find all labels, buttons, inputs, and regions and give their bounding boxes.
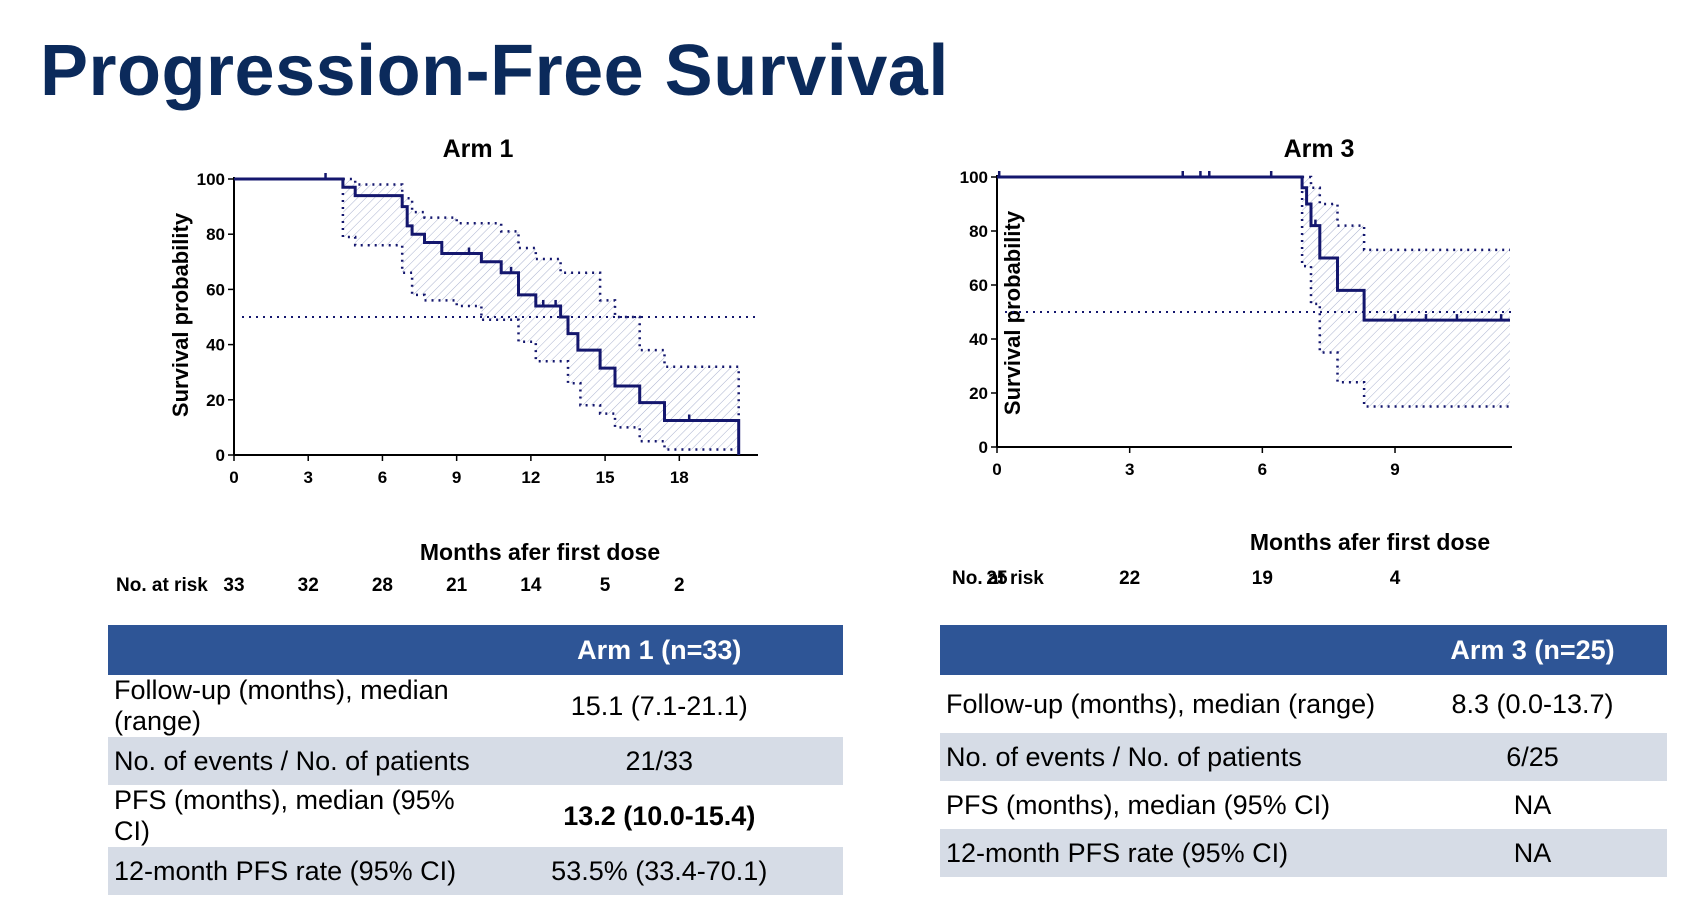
summary-table-arm3: Arm 3 (n=25) Follow-up (months), median … [940,625,1667,877]
at-risk-count: 33 [223,575,245,596]
x-tick-label: 3 [303,468,312,487]
y-tick-label: 100 [197,170,225,189]
row-label: 12-month PFS rate (95% CI) [108,847,476,895]
y-tick-label: 40 [969,330,988,349]
row-value: NA [1513,789,1552,820]
row-value: 53.5% (33.4-70.1) [475,847,843,895]
y-tick-label: 80 [969,222,988,241]
x-tick-label: 6 [1258,460,1267,479]
at-risk-count: 32 [297,575,319,596]
row-label: Follow-up (months), median (range) [946,688,1376,719]
table-row: PFS (months), median (95% CI) 13.2 (10.0… [108,785,843,847]
row-label: No. of events / No. of patients [940,733,1398,781]
at-risk-count: 14 [520,575,542,596]
row-label: No. of events / No. of patients [108,737,476,785]
at-risk-count: 21 [446,575,468,596]
row-value: 8.3 (0.0-13.7) [1451,688,1614,719]
ci-band [1302,177,1510,407]
row-label: PFS (months), median (95% CI) [114,785,455,846]
y-tick-label: 40 [206,336,225,355]
row-label: Follow-up (months), median (range) [114,675,449,736]
table-row: Follow-up (months), median (range) 15.1 … [108,675,843,737]
at-risk-label: No. at risk [952,568,1044,589]
y-tick-label: 80 [206,225,225,244]
table-row: PFS (months), median (95% CI) NA [940,781,1667,829]
at-risk-row-arm3: No. at risk 25 22 19 4 [952,568,1652,598]
x-tick-label: 12 [521,468,540,487]
at-risk-count: 22 [1119,568,1141,589]
table-header-blank [108,625,476,675]
ci-band [342,179,739,455]
at-risk-count: 2 [674,575,685,596]
table-row: Follow-up (months), median (range) 8.3 (… [940,675,1667,733]
x-tick-label: 9 [452,468,461,487]
row-label: 12-month PFS rate (95% CI) [940,829,1398,877]
y-tick-label: 60 [969,276,988,295]
km-chart-arm3: Arm 3 Survival probability Months afer f… [960,135,1514,555]
table-header-arm: Arm 1 (n=33) [475,625,843,675]
row-value: 15.1 (7.1-21.1) [570,690,748,721]
row-label: PFS (months), median (95% CI) [946,789,1331,820]
at-risk-count: 19 [1251,568,1273,589]
y-tick-label: 0 [979,438,988,457]
row-value: NA [1398,829,1667,877]
summary-table-arm1: Arm 1 (n=33) Follow-up (months), median … [108,625,843,895]
table-row: 12-month PFS rate (95% CI) NA [940,829,1667,877]
x-axis-label: Months afer first dose [1250,529,1490,555]
upper-ci-line [342,177,740,455]
at-risk-label: No. at risk [116,575,208,596]
slide-title: Progression-Free Survival [40,31,949,111]
at-risk-count: 25 [986,568,1008,589]
survival-curve [234,177,741,455]
table-header-arm: Arm 3 (n=25) [1398,625,1667,675]
y-tick-label: 0 [216,446,225,465]
chart-title: Arm 1 [443,135,514,163]
y-tick-label: 60 [206,280,225,299]
row-value: 21/33 [475,737,843,785]
km-chart-arm1: Arm 1 Survival probability Months afer f… [168,135,760,565]
x-tick-label: 3 [1125,460,1134,479]
table-header-blank [940,625,1398,675]
x-tick-label: 0 [992,460,1001,479]
table-header-row: Arm 3 (n=25) [940,625,1667,675]
table-row: 12-month PFS rate (95% CI) 53.5% (33.4-7… [108,847,843,895]
at-risk-count: 4 [1389,568,1401,589]
upper-ci-line [1302,175,1510,252]
y-tick-label: 100 [960,168,988,187]
at-risk-count: 28 [371,575,393,596]
table-row: No. of events / No. of patients 6/25 [940,733,1667,781]
x-tick-label: 0 [229,468,238,487]
table-row: No. of events / No. of patients 21/33 [108,737,843,785]
x-tick-label: 9 [1390,460,1399,479]
y-axis-label: Survival probability [168,212,193,417]
x-axis-label: Months afer first dose [420,539,660,565]
table-header-row: Arm 1 (n=33) [108,625,843,675]
y-tick-label: 20 [206,391,225,410]
x-tick-label: 18 [670,468,689,487]
at-risk-count: 5 [599,575,611,596]
at-risk-row-arm1: No. at risk 33 32 28 21 14 5 2 [116,575,836,605]
y-tick-label: 20 [969,384,988,403]
row-value: 6/25 [1398,733,1667,781]
x-tick-label: 6 [378,468,387,487]
chart-title: Arm 3 [1284,135,1355,163]
x-tick-label: 15 [596,468,615,487]
row-value: 13.2 (10.0-15.4) [563,800,756,831]
